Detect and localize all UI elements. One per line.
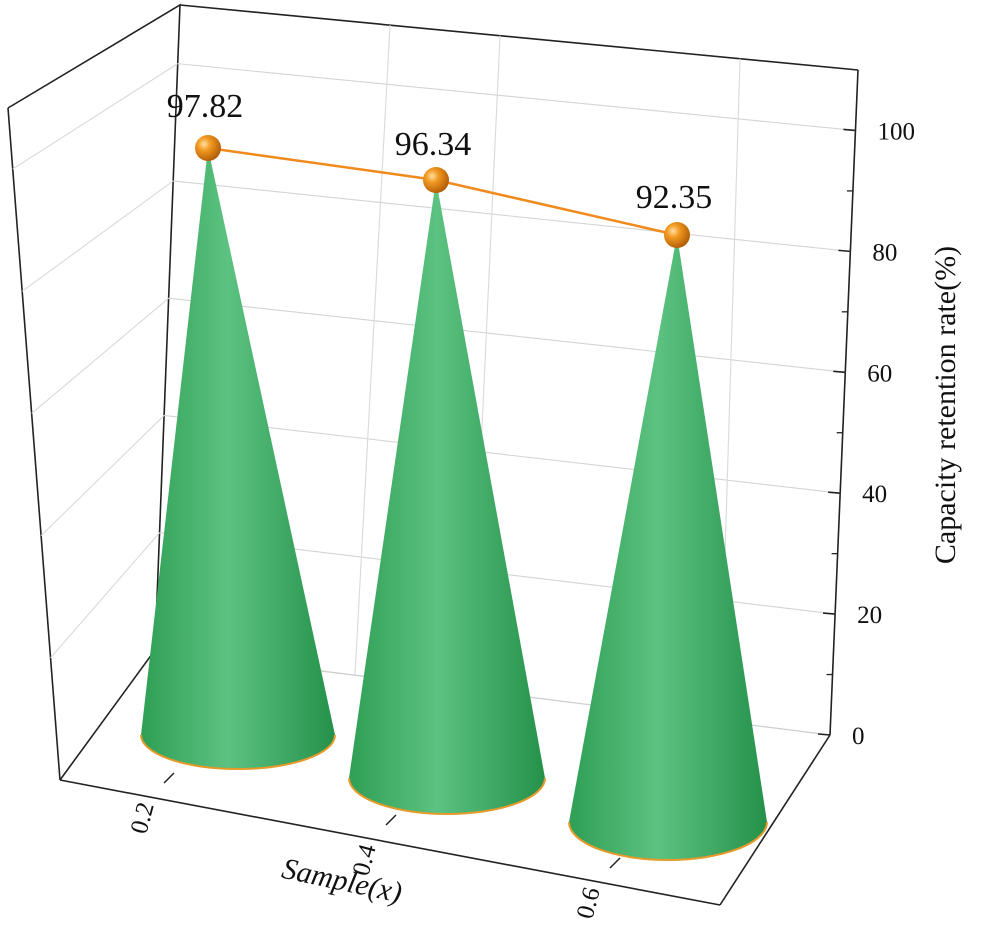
data-labels-layer: 97.82 96.34 92.35 — [167, 88, 713, 216]
x-tick-label: 0.2 — [126, 799, 160, 836]
top-edge — [179, 4, 859, 71]
y-tick-label: 100 — [877, 118, 915, 145]
data-label: 97.82 — [167, 88, 244, 125]
floor-front-edge — [59, 779, 721, 906]
cone-bar — [349, 180, 545, 814]
data-label: 96.34 — [395, 126, 472, 163]
grid-line-left-wall — [21, 180, 174, 292]
y-tick-label: 0 — [852, 723, 865, 750]
y-tick-mark — [817, 733, 831, 736]
cone-bar — [141, 148, 335, 769]
y-ticks: 0 20 40 60 80 100 — [817, 118, 915, 750]
floor-right-edge — [719, 734, 831, 906]
grid-line-left-wall — [31, 297, 169, 414]
y-axis-title: Capacity retention rate(%) — [929, 246, 962, 564]
x-tick-mark — [163, 772, 175, 784]
cone-base-rim — [348, 777, 546, 815]
y-tick-label: 20 — [857, 602, 882, 629]
left-wall — [7, 3, 181, 781]
data-point-marker — [664, 222, 690, 248]
y-tick-label: 40 — [862, 481, 887, 508]
y-tick-mark — [823, 612, 836, 615]
y-tick-mark — [843, 128, 856, 132]
grid-line-y — [177, 63, 856, 132]
x-tick-mark — [609, 857, 621, 869]
grid-line-y — [173, 180, 851, 252]
y-axis-line — [829, 69, 859, 736]
y-tick-mark — [833, 370, 846, 374]
x-axis-title: Sample(x) — [279, 852, 405, 910]
data-point-marker — [423, 167, 449, 193]
cone-bar — [569, 235, 767, 860]
cone-base-rim — [568, 821, 768, 861]
x-tick-label: 0.6 — [572, 884, 606, 921]
grid-line-left-wall — [40, 415, 165, 537]
grid-line-y — [168, 297, 846, 373]
x-tick-mark — [385, 814, 397, 826]
y-tick-label: 80 — [872, 239, 897, 266]
data-point-marker — [195, 135, 221, 161]
grid-line-x — [354, 25, 391, 676]
overlay-line-layer — [195, 135, 690, 248]
left-front-edge — [7, 107, 61, 781]
cone-base-rim — [140, 734, 336, 770]
y-tick-mark — [828, 491, 841, 494]
grid-line-left-wall — [12, 63, 179, 170]
y-tick-label: 60 — [867, 360, 892, 387]
grid-line-left-wall — [50, 532, 160, 659]
data-label: 92.35 — [636, 179, 713, 216]
y-tick-mark — [838, 249, 851, 253]
cones-layer — [140, 148, 768, 861]
